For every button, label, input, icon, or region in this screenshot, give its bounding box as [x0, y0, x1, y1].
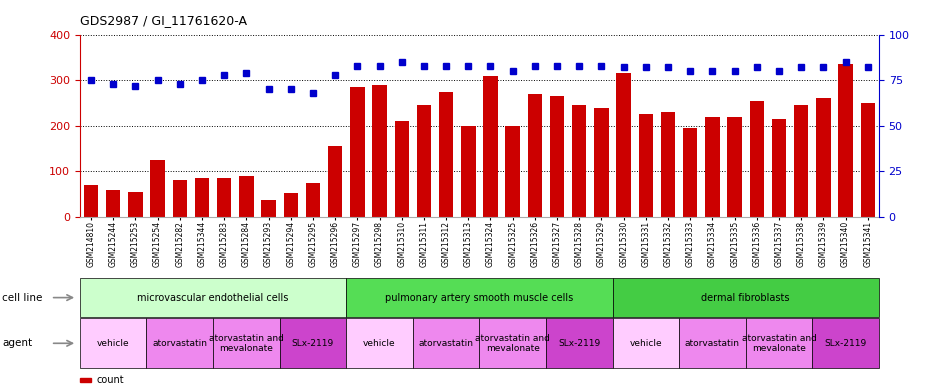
- Bar: [439, 91, 453, 217]
- Bar: [462, 126, 476, 217]
- Bar: [483, 76, 497, 217]
- Text: agent: agent: [2, 338, 32, 348]
- Bar: [106, 190, 120, 217]
- Text: atorvastatin: atorvastatin: [152, 339, 208, 348]
- Bar: [239, 176, 254, 217]
- Text: atorvastatin and
mevalonate: atorvastatin and mevalonate: [742, 334, 817, 353]
- Text: atorvastatin: atorvastatin: [418, 339, 474, 348]
- Bar: [550, 96, 564, 217]
- Bar: [506, 126, 520, 217]
- Bar: [661, 112, 675, 217]
- Text: microvascular endothelial cells: microvascular endothelial cells: [137, 293, 289, 303]
- Bar: [838, 64, 853, 217]
- Bar: [794, 105, 808, 217]
- Bar: [683, 128, 697, 217]
- Text: dermal fibroblasts: dermal fibroblasts: [701, 293, 790, 303]
- Bar: [128, 192, 143, 217]
- Bar: [328, 146, 342, 217]
- Text: SLx-2119: SLx-2119: [824, 339, 867, 348]
- Bar: [772, 119, 786, 217]
- Text: GDS2987 / GI_11761620-A: GDS2987 / GI_11761620-A: [80, 14, 247, 27]
- Bar: [749, 101, 764, 217]
- Bar: [861, 103, 875, 217]
- Bar: [217, 178, 231, 217]
- Bar: [150, 160, 164, 217]
- Bar: [816, 98, 831, 217]
- Text: vehicle: vehicle: [363, 339, 396, 348]
- Bar: [395, 121, 409, 217]
- Text: vehicle: vehicle: [97, 339, 130, 348]
- Bar: [284, 193, 298, 217]
- Bar: [527, 94, 542, 217]
- Bar: [261, 200, 275, 217]
- Bar: [306, 183, 321, 217]
- Bar: [416, 105, 431, 217]
- Bar: [572, 105, 587, 217]
- Text: atorvastatin and
mevalonate: atorvastatin and mevalonate: [476, 334, 550, 353]
- Bar: [638, 114, 653, 217]
- Text: count: count: [97, 375, 124, 384]
- Text: atorvastatin: atorvastatin: [685, 339, 740, 348]
- Bar: [195, 178, 210, 217]
- Text: vehicle: vehicle: [630, 339, 662, 348]
- Bar: [728, 117, 742, 217]
- Text: atorvastatin and
mevalonate: atorvastatin and mevalonate: [209, 334, 284, 353]
- Bar: [173, 180, 187, 217]
- Bar: [84, 185, 98, 217]
- Text: cell line: cell line: [2, 293, 42, 303]
- Text: SLx-2119: SLx-2119: [291, 339, 334, 348]
- Text: pulmonary artery smooth muscle cells: pulmonary artery smooth muscle cells: [385, 293, 573, 303]
- Bar: [705, 117, 720, 217]
- Text: SLx-2119: SLx-2119: [558, 339, 601, 348]
- Bar: [617, 73, 631, 217]
- Bar: [350, 87, 365, 217]
- Bar: [372, 85, 386, 217]
- Bar: [594, 108, 609, 217]
